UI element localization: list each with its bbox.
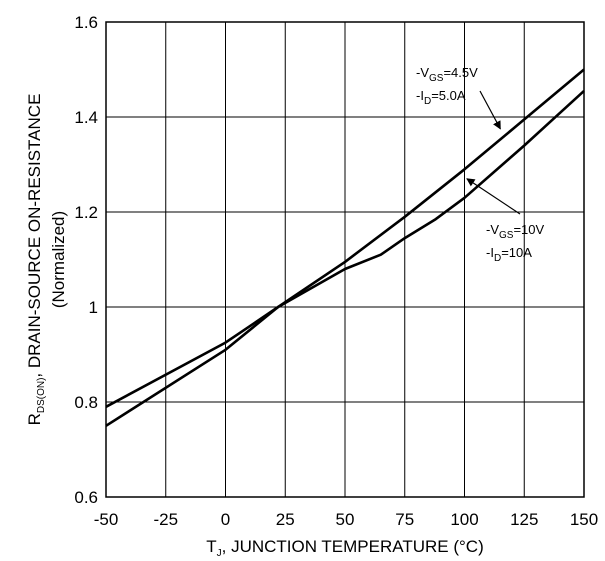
x-tick-label: 75 xyxy=(395,510,414,529)
annotation-text: -VGS=4.5V xyxy=(416,65,478,84)
y-tick-label: 0.6 xyxy=(74,488,98,507)
y-axis-label: RDS(ON), DRAIN-SOURCE ON-RESISTANCE (Nor… xyxy=(25,94,68,426)
series-line-1 xyxy=(105,68,585,408)
x-tick-label: 0 xyxy=(221,510,230,529)
y-tick-label: 1.4 xyxy=(74,108,98,127)
y-tick-label: 1.2 xyxy=(74,203,98,222)
plot-frame xyxy=(105,21,585,498)
x-tick-label: 150 xyxy=(570,510,598,529)
series-group xyxy=(105,68,585,427)
x-tick-label: -25 xyxy=(153,510,178,529)
y-tick-label: 0.8 xyxy=(74,393,98,412)
tick-labels: -50 -25 0 25 50 75 100 125 150 0.6 0.8 1 1.2 1.4 1.6 xyxy=(74,13,598,529)
annotation-text: -ID=5.0A xyxy=(416,88,466,107)
y-tick-label: 1 xyxy=(89,298,98,317)
x-tick-label: 100 xyxy=(450,510,478,529)
annotation-arrow xyxy=(466,178,521,215)
x-tick-label: 50 xyxy=(336,510,355,529)
annotation-text: -VGS=10V xyxy=(486,222,545,241)
series-line-2 xyxy=(105,89,585,427)
svg-text:(Normalized): (Normalized) xyxy=(49,211,68,308)
x-axis-label: TJ, JUNCTION TEMPERATURE (°C) xyxy=(206,537,484,559)
x-tick-label: 125 xyxy=(510,510,538,529)
x-tick-label: -50 xyxy=(94,510,119,529)
annotation-2: -VGS=10V -ID=10A xyxy=(466,178,545,264)
annotation-1: -VGS=4.5V -ID=5.0A xyxy=(416,65,501,130)
x-tick-label: 25 xyxy=(276,510,295,529)
grid xyxy=(106,22,584,497)
annotation-text: -ID=10A xyxy=(486,245,532,264)
svg-text:RDS(ON), DRAIN-SOURCE ON-RESIS: RDS(ON), DRAIN-SOURCE ON-RESISTANCE xyxy=(25,94,47,426)
annotations: -VGS=4.5V -ID=5.0A -VGS=10V -ID=10A xyxy=(416,65,545,264)
annotation-arrow xyxy=(479,90,501,130)
y-tick-label: 1.6 xyxy=(74,13,98,32)
